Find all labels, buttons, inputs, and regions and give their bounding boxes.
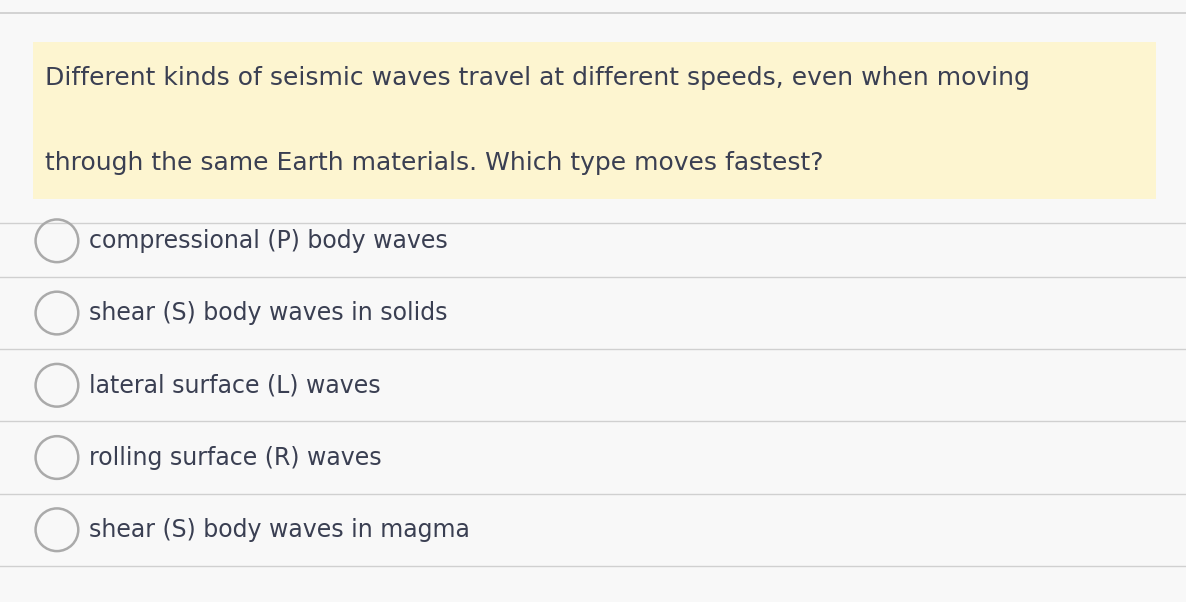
Text: Different kinds of seismic waves travel at different speeds, even when moving: Different kinds of seismic waves travel … [45, 66, 1029, 90]
Text: through the same Earth materials. Which type moves fastest?: through the same Earth materials. Which … [45, 150, 823, 175]
Text: lateral surface (L) waves: lateral surface (L) waves [89, 373, 381, 397]
Text: compressional (P) body waves: compressional (P) body waves [89, 229, 447, 253]
Text: shear (S) body waves in magma: shear (S) body waves in magma [89, 518, 470, 542]
Bar [33, 42, 1156, 199]
Text: rolling surface (R) waves: rolling surface (R) waves [89, 445, 382, 470]
Text: shear (S) body waves in solids: shear (S) body waves in solids [89, 301, 447, 325]
